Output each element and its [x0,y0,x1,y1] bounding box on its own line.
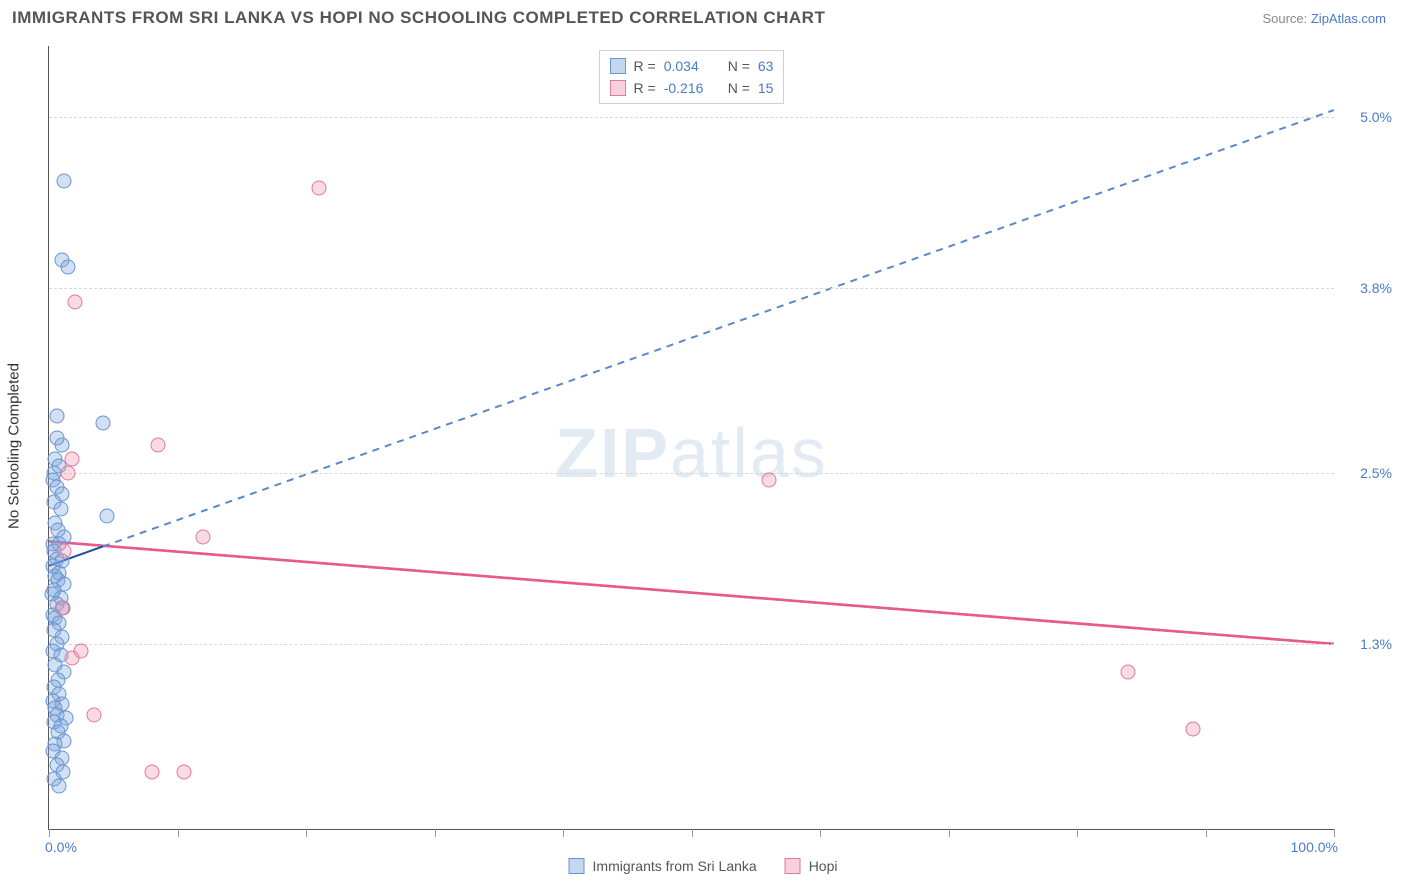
data-point [52,779,67,794]
data-point [49,430,64,445]
r-value-blue: 0.034 [664,55,716,77]
swatch-blue-icon [569,858,585,874]
r-label: R = [634,55,656,77]
x-tick [949,829,950,837]
data-point [65,451,80,466]
data-point [61,259,76,274]
y-tick-label: 2.5% [1360,465,1392,481]
watermark-zip: ZIP [555,414,670,492]
data-point [54,601,69,616]
stats-row-pink: R = -0.216 N = 15 [610,77,774,99]
data-point [53,501,68,516]
legend-label-blue: Immigrants from Sri Lanka [593,858,757,874]
source-prefix: Source: [1262,11,1310,26]
x-tick [692,829,693,837]
data-point [144,765,159,780]
y-tick-label: 1.3% [1360,636,1392,652]
header-bar: IMMIGRANTS FROM SRI LANKA VS HOPI NO SCH… [0,0,1406,40]
data-point [67,295,82,310]
legend-label-pink: Hopi [809,858,838,874]
n-label: N = [728,77,750,99]
swatch-pink-icon [610,80,626,96]
n-label: N = [728,55,750,77]
source-link[interactable]: ZipAtlas.com [1311,11,1386,26]
chart-plot-area: ZIPatlas R = 0.034 N = 63 R = -0.216 N =… [48,46,1334,830]
data-point [99,508,114,523]
stats-row-blue: R = 0.034 N = 63 [610,55,774,77]
source-attribution: Source: ZipAtlas.com [1262,11,1386,26]
data-point [57,544,72,559]
trend-lines [49,46,1334,829]
data-point [151,437,166,452]
swatch-blue-icon [610,58,626,74]
x-tick [178,829,179,837]
data-point [1121,665,1136,680]
n-value-pink: 15 [758,77,774,99]
data-point [57,174,72,189]
swatch-pink-icon [785,858,801,874]
data-point [761,473,776,488]
x-tick [1206,829,1207,837]
y-tick-label: 5.0% [1360,109,1392,125]
gridline [49,288,1334,289]
x-axis-max-label: 100.0% [1291,839,1338,855]
x-tick [49,829,50,837]
x-tick [1334,829,1335,837]
x-tick [563,829,564,837]
legend-item-blue: Immigrants from Sri Lanka [569,858,757,874]
r-value-pink: -0.216 [664,77,716,99]
n-value-blue: 63 [758,55,774,77]
gridline [49,644,1334,645]
watermark: ZIPatlas [555,413,828,493]
gridline [49,117,1334,118]
x-axis-min-label: 0.0% [45,839,77,855]
data-point [196,530,211,545]
x-tick [435,829,436,837]
y-axis-title: No Schooling Completed [6,363,23,529]
gridline [49,473,1334,474]
stats-legend: R = 0.034 N = 63 R = -0.216 N = 15 [599,50,785,104]
data-point [49,409,64,424]
data-point [61,466,76,481]
data-point [1185,722,1200,737]
x-tick [1077,829,1078,837]
data-point [65,651,80,666]
data-point [311,181,326,196]
r-label: R = [634,77,656,99]
x-tick [306,829,307,837]
watermark-atlas: atlas [670,414,828,492]
y-tick-label: 3.8% [1360,280,1392,296]
data-point [176,765,191,780]
x-tick [820,829,821,837]
series-legend: Immigrants from Sri Lanka Hopi [569,858,838,874]
data-point [86,708,101,723]
data-point [95,416,110,431]
chart-title: IMMIGRANTS FROM SRI LANKA VS HOPI NO SCH… [12,8,825,28]
legend-item-pink: Hopi [785,858,838,874]
